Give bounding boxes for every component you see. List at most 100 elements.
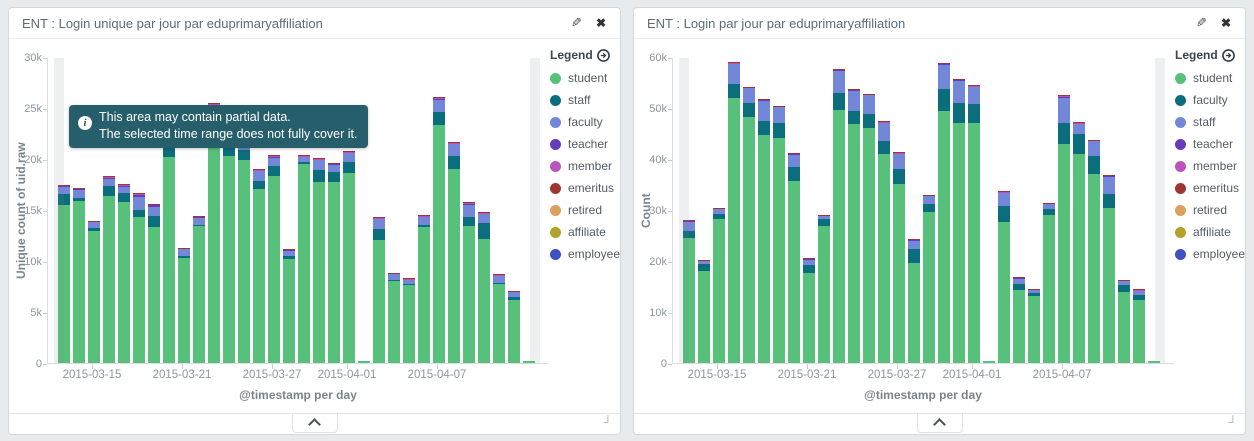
bar-segment-faculty	[118, 186, 130, 194]
bar-segment-student	[968, 122, 980, 363]
legend-item-affiliate[interactable]: affiliate	[1175, 221, 1245, 243]
bar-segment-staff	[968, 87, 980, 104]
legend-header[interactable]: Legend	[1175, 48, 1245, 62]
bar-segment-teacher	[373, 218, 385, 220]
bar-segment-emeritus	[1073, 122, 1085, 123]
panel-footer-divider	[9, 413, 620, 414]
resize-handle-icon[interactable]: ┘	[1228, 415, 1237, 429]
x-tick-label: 2015-04-07	[1032, 369, 1092, 381]
bar-segment-faculty	[493, 275, 505, 283]
bar-segment-faculty	[133, 196, 145, 210]
bar-segment-member	[893, 152, 905, 154]
resize-handle-icon[interactable]: ┘	[603, 415, 612, 429]
bar-segment-faculty	[148, 207, 160, 216]
bar-segment-student	[743, 117, 755, 363]
legend-item-staff[interactable]: staff	[550, 89, 620, 111]
bar-segment-teacher	[343, 152, 355, 153]
legend-item-employee[interactable]: employee	[550, 243, 620, 265]
bar-segment-student	[998, 221, 1010, 363]
legend-item-teacher[interactable]: teacher	[550, 133, 620, 155]
x-tick-label: 2015-03-15	[687, 369, 747, 381]
legend-toggle-icon[interactable]	[1221, 48, 1235, 62]
legend-item-faculty[interactable]: faculty	[550, 111, 620, 133]
bar-segment-student	[818, 226, 830, 363]
bar-segment-staff	[1028, 290, 1040, 293]
bar-segment-emeritus	[418, 215, 430, 217]
legend-item-member[interactable]: member	[1175, 155, 1245, 177]
bar-segment-member	[208, 103, 220, 105]
collapse-panel-button[interactable]	[291, 414, 338, 433]
bar-segment-staff	[463, 217, 475, 227]
legend-item-student[interactable]: student	[1175, 67, 1245, 89]
bar-segment-student	[328, 182, 340, 363]
bar-segment-staff	[1073, 123, 1085, 134]
legend-item-label: teacher	[568, 137, 609, 151]
legend-toggle-icon[interactable]	[596, 48, 610, 62]
bar-segment-staff	[758, 100, 770, 121]
legend-item-emeritus[interactable]: emeritus	[1175, 177, 1245, 199]
legend-color-dot	[1175, 248, 1186, 260]
legend-item-label: student	[568, 71, 608, 85]
legend-item-faculty[interactable]: faculty	[1175, 89, 1245, 111]
bar-segment-faculty	[433, 99, 445, 113]
bar-segment-staff	[88, 228, 100, 232]
close-icon[interactable]: ✖	[1220, 16, 1231, 30]
bar-segment-emeritus	[373, 217, 385, 219]
bar-segment-staff	[403, 284, 415, 286]
bar-segment-faculty	[178, 249, 190, 256]
bar-segment-teacher	[478, 213, 490, 215]
bar-segment-member	[1088, 139, 1100, 141]
bar-segment-faculty	[463, 204, 475, 218]
tooltip-line-1: This area may contain partial data.	[99, 110, 291, 124]
bar-segment-emeritus	[803, 258, 815, 259]
bar-segment-student	[758, 134, 770, 363]
y-tick-mark	[668, 160, 672, 161]
info-icon: i	[78, 116, 92, 130]
legend-item-member[interactable]: member	[550, 155, 620, 177]
legend-items: student staff faculty teacher member emeritus…	[550, 67, 620, 265]
close-icon[interactable]: ✖	[595, 16, 606, 30]
bar-segment-faculty	[743, 102, 755, 118]
bar-segment-faculty	[1058, 122, 1070, 144]
bar-segment-emeritus	[328, 162, 340, 164]
bar-segment-faculty	[998, 205, 1010, 222]
legend-header[interactable]: Legend	[550, 48, 620, 62]
bar-segment-student	[1118, 292, 1130, 363]
partial-data-band	[679, 58, 689, 363]
bar-segment-faculty	[403, 279, 415, 285]
bar-segment-staff	[373, 229, 385, 240]
legend-item-staff[interactable]: staff	[1175, 111, 1245, 133]
legend-item-retired[interactable]: retired	[550, 199, 620, 221]
panel-title: ENT : Login par jour par eduprimaryaffil…	[647, 16, 906, 31]
bar-segment-teacher	[893, 153, 905, 154]
legend-item-teacher[interactable]: teacher	[1175, 133, 1245, 155]
x-tick-mark	[347, 364, 348, 369]
bar-segment-emeritus	[508, 290, 520, 292]
x-tick-label: 2015-03-21	[777, 369, 837, 381]
legend-item-employee[interactable]: employee	[1175, 243, 1245, 265]
panel-login-unique: ENT : Login unique par jour par eduprima…	[8, 7, 621, 435]
chart-plot-area[interactable]	[47, 58, 549, 364]
bar-segment-member	[373, 217, 385, 219]
legend-item-student[interactable]: student	[550, 67, 620, 89]
legend-item-emeritus[interactable]: emeritus	[550, 177, 620, 199]
bar-segment-student	[223, 155, 235, 363]
collapse-panel-button[interactable]	[916, 414, 963, 433]
bar-segment-member	[418, 215, 430, 217]
bar-segment-student	[433, 125, 445, 363]
bar-segment-emeritus	[728, 62, 740, 63]
chart-plot-area[interactable]	[672, 58, 1174, 364]
bar-segment-emeritus	[878, 121, 890, 122]
x-tick-mark	[807, 364, 808, 369]
legend: Legend student faculty staff teacher member e…	[1175, 48, 1245, 265]
bar-segment-student	[908, 262, 920, 363]
legend-item-affiliate[interactable]: affiliate	[550, 221, 620, 243]
bar-segment-member	[103, 176, 115, 178]
chart-axes: 0 5k 10k 15k 20k 25k 30k 2015-03-15 2015-03-21 20…	[9, 8, 620, 434]
legend-color-dot	[1175, 72, 1186, 84]
bar-segment-teacher	[433, 99, 445, 100]
y-tick-mark	[668, 364, 672, 365]
legend-color-dot	[550, 72, 561, 84]
legend-item-retired[interactable]: retired	[1175, 199, 1245, 221]
bar-segment-faculty	[833, 92, 845, 110]
